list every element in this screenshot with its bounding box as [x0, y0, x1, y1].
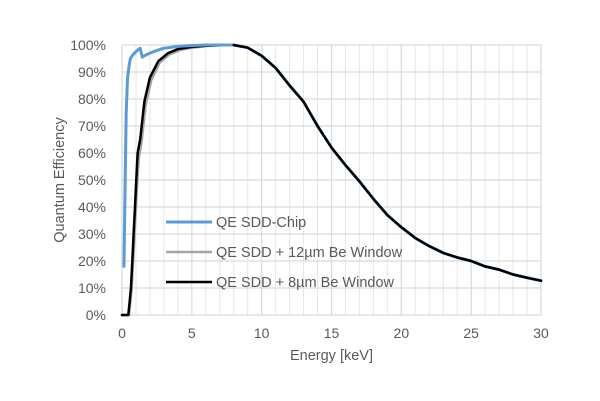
y-tick-label: 0% — [86, 307, 106, 323]
x-tick-label: 25 — [463, 325, 479, 341]
y-tick-label: 40% — [78, 199, 106, 215]
y-tick-label: 50% — [78, 172, 106, 188]
y-tick-label: 60% — [78, 145, 106, 161]
plot-area — [121, 44, 542, 316]
series-line-tail — [232, 43, 543, 282]
y-tick-label: 80% — [78, 91, 106, 107]
x-tick-label: 0 — [118, 325, 126, 341]
x-tick-label: 30 — [533, 325, 549, 341]
y-tick-label: 100% — [70, 37, 106, 53]
x-tick-label: 5 — [188, 325, 196, 341]
legend-label: QE SDD + 8µm Be Window — [216, 275, 395, 291]
y-axis-ticks: 0% 10% 20% 30% 40% 50% 60% 70% 80% 90% 100% — [70, 37, 106, 323]
x-axis-title: Energy [keV] — [290, 348, 373, 364]
series-layer — [120, 43, 543, 317]
y-axis-title: Quantum Efficiency — [52, 117, 68, 243]
x-tick-label: 20 — [394, 325, 410, 341]
y-tick-label: 70% — [78, 118, 106, 134]
x-tick-label: 15 — [324, 325, 340, 341]
legend: QE SDD-Chip QE SDD + 12µm Be Window QE SDD… — [166, 215, 403, 291]
y-tick-label: 10% — [78, 280, 106, 296]
x-axis-ticks: 0 5 10 15 20 25 30 — [118, 325, 549, 341]
y-tick-label: 30% — [78, 226, 106, 242]
legend-label: QE SDD + 12µm Be Window — [216, 245, 403, 261]
x-tick-label: 10 — [254, 325, 270, 341]
y-tick-label: 20% — [78, 253, 106, 269]
legend-label: QE SDD-Chip — [216, 215, 306, 231]
y-tick-label: 90% — [78, 64, 106, 80]
